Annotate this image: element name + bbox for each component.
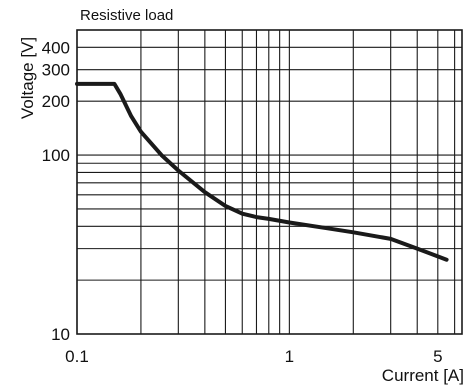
y-tick-label: 10 [51,325,70,344]
x-axis-label: Current [A] [382,366,464,385]
x-tick-label: 5 [433,347,442,366]
x-tick-labels: 0.1 1 5 [65,347,442,366]
y-tick-label: 200 [42,92,70,111]
series-line [75,81,449,262]
grid [76,29,462,335]
y-tick-label: 400 [42,38,70,57]
chart-title: Resistive load [80,7,173,24]
y-axis-label: Voltage [V] [18,37,37,119]
x-tick-label: 1 [285,347,294,366]
x-tick-label: 0.1 [65,347,89,366]
y-tick-label: 100 [42,146,70,165]
y-tick-label: 300 [42,61,70,80]
plot-frame [76,29,463,335]
y-tick-labels: 10 100 200 300 400 [42,38,70,344]
